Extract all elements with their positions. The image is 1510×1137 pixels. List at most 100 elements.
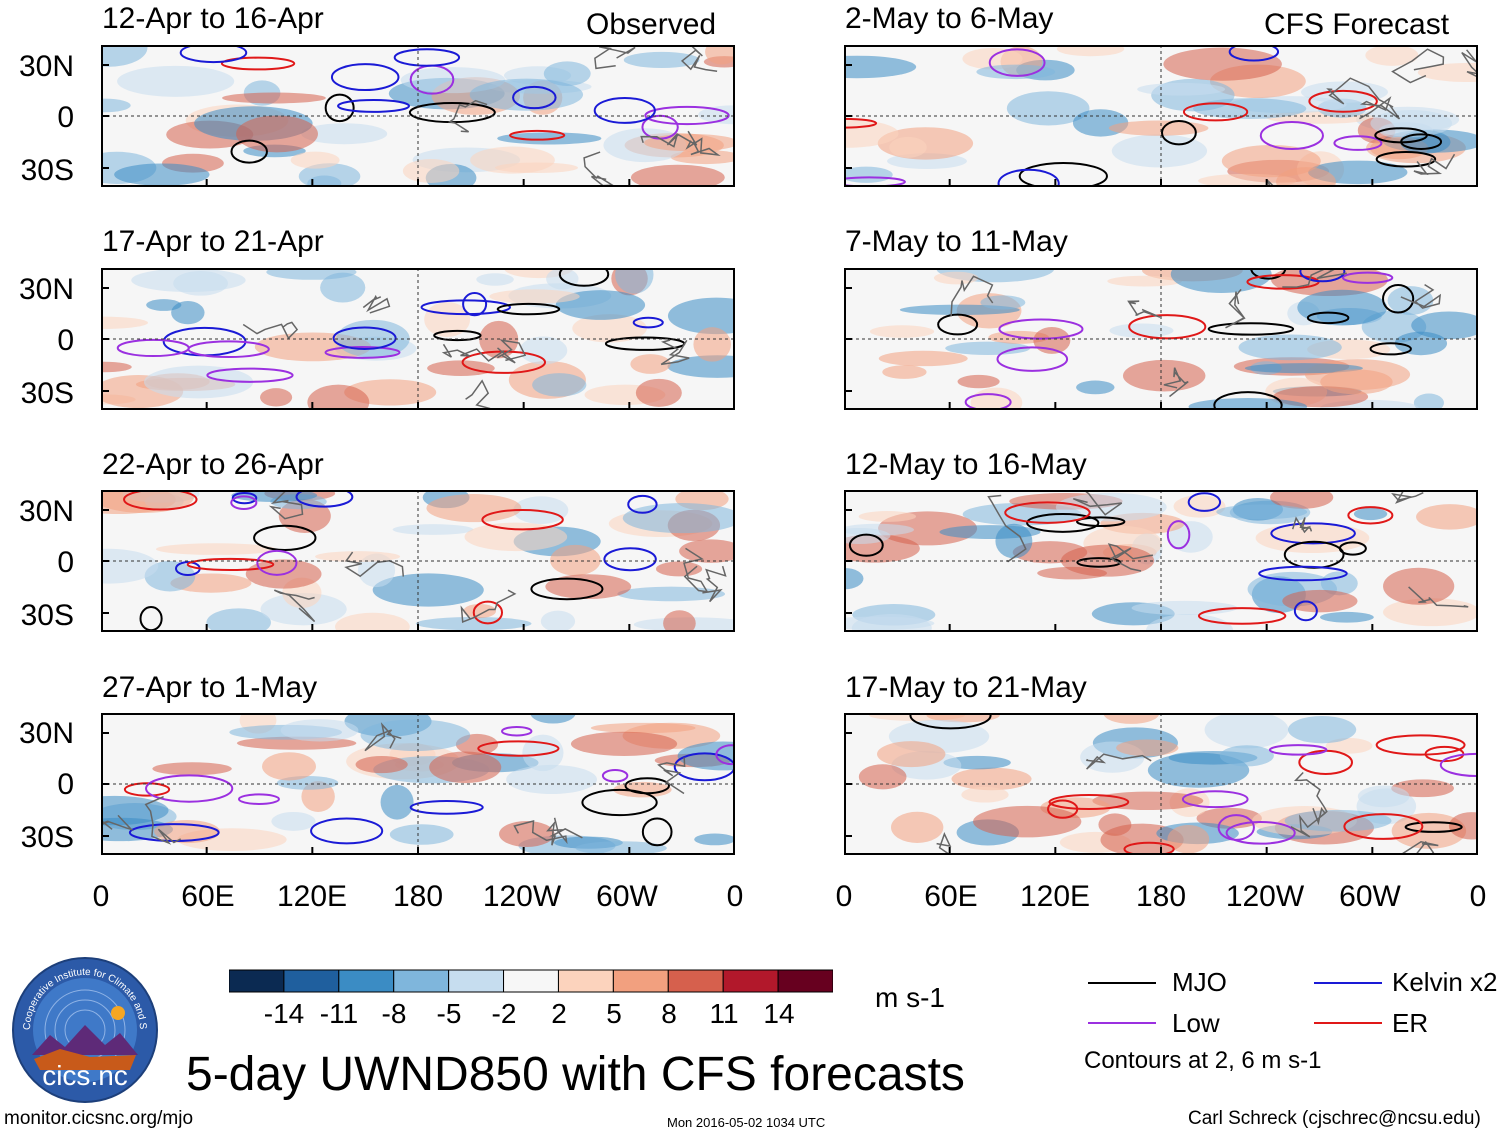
wind-anomaly-blob	[155, 543, 276, 555]
wind-anomaly-blob	[392, 524, 474, 535]
wind-anomaly-blob	[572, 314, 647, 343]
uwnd-map-observed-3	[101, 490, 735, 632]
wind-anomaly-blob	[389, 824, 454, 845]
filter-contour	[1076, 516, 1126, 528]
filter-contour	[324, 93, 355, 123]
lon-label: 0	[1469, 880, 1487, 913]
coastline	[936, 832, 952, 855]
wind-anomaly-blob	[522, 734, 564, 772]
wind-anomaly-blob	[530, 713, 576, 724]
wind-anomaly-blob	[479, 320, 519, 359]
wind-anomaly-blob	[933, 271, 979, 285]
panel-title-fc-1: 2-May to 6-May	[845, 2, 1054, 35]
lat-label-eq: 0	[57, 546, 74, 579]
lon-label: 180	[392, 880, 444, 913]
panel-title-fc-4: 17-May to 21-May	[845, 671, 1087, 704]
lon-label: 60E	[181, 880, 235, 913]
uwnd-map-observed-4	[101, 713, 735, 855]
wind-anomaly-blob	[1076, 380, 1115, 395]
wind-anomaly-blob	[667, 297, 735, 335]
filter-contour	[1343, 813, 1424, 840]
wind-anomaly-blob	[463, 603, 497, 619]
coastline	[1293, 771, 1328, 822]
wind-anomaly-blob	[290, 151, 340, 169]
wind-anomaly-blob	[101, 548, 159, 584]
coastline	[513, 817, 568, 845]
lon-label: 0	[92, 880, 110, 913]
coastline	[144, 796, 182, 845]
coastline	[1291, 516, 1313, 534]
panel-title-obs-2: 17-Apr to 21-Apr	[102, 225, 324, 258]
wind-anomaly-blob	[1173, 495, 1226, 518]
wind-anomaly-blob	[1319, 611, 1374, 623]
wind-anomaly-blob	[262, 752, 316, 781]
coastline	[441, 343, 505, 362]
filter-contour	[496, 302, 561, 316]
lat-label-30n: 30N	[18, 717, 74, 750]
wind-anomaly-blob	[575, 841, 667, 855]
filter-contour	[1338, 541, 1367, 556]
colorbar-label: 14	[763, 998, 795, 1029]
filter-contour	[601, 769, 629, 783]
wind-anomaly-blob	[506, 764, 597, 795]
wind-anomaly-blob	[1103, 713, 1160, 724]
coastline	[1391, 48, 1445, 84]
wind-anomaly-blob	[320, 272, 366, 303]
wind-anomaly-blob	[613, 781, 672, 798]
filter-contour	[1347, 506, 1394, 525]
wind-anomaly-blob	[1287, 716, 1357, 744]
filter-contour	[1128, 314, 1207, 340]
filter-contour	[1076, 557, 1122, 568]
filter-contour	[1207, 322, 1295, 336]
filter-contour	[1375, 151, 1437, 168]
coastline	[465, 379, 491, 410]
filter-contour	[477, 740, 560, 757]
wind-anomaly-blob	[961, 786, 1009, 803]
lat-label-30s: 30S	[20, 377, 74, 410]
wind-anomaly-blob	[550, 544, 601, 576]
coastline	[1326, 77, 1394, 108]
forecast-tag: CFS Forecast	[1264, 8, 1450, 41]
filter-contour	[1048, 794, 1130, 811]
filter-contour	[1228, 45, 1280, 62]
coastline	[1359, 96, 1401, 120]
logo-text: cics.nc	[42, 1060, 128, 1091]
wind-anomaly-blob	[402, 159, 460, 183]
filter-contour	[512, 85, 557, 110]
panel-title-obs-1: 12-Apr to 16-Apr	[102, 2, 324, 35]
filter-contour	[1258, 565, 1348, 582]
filter-contour	[295, 490, 354, 508]
wind-anomaly-blob	[307, 384, 370, 410]
wind-anomaly-blob	[101, 817, 173, 842]
footer-author: Carl Schreck (cjschrec@ncsu.edu)	[1188, 1108, 1481, 1129]
filter-contour	[186, 557, 275, 572]
coastline	[447, 99, 488, 133]
filter-contour	[253, 524, 317, 551]
wind-anomaly-blob	[1416, 504, 1478, 530]
filter-contour	[409, 799, 484, 815]
wind-anomaly-blob	[1116, 739, 1179, 757]
wind-anomaly-blob	[1216, 504, 1308, 520]
coastline	[1086, 753, 1152, 770]
filter-contour	[220, 56, 296, 71]
coastline	[1391, 490, 1424, 504]
wind-anomaly-blob	[980, 295, 1026, 310]
filter-contour	[206, 367, 294, 383]
wind-anomaly-blob	[693, 327, 731, 362]
filter-contour	[1382, 284, 1415, 314]
filter-contour	[1187, 492, 1222, 512]
wind-anomaly-blob	[1353, 507, 1388, 521]
wind-anomaly-blob	[101, 490, 194, 513]
wind-anomaly-blob	[266, 268, 357, 280]
wind-anomaly-blob	[858, 764, 907, 790]
wind-anomaly-blob	[679, 539, 735, 563]
wind-anomaly-blob	[152, 762, 232, 776]
filter-contour	[462, 292, 488, 317]
footer-url[interactable]: monitor.cicsnc.org/mjo	[4, 1108, 194, 1129]
coastline	[362, 294, 391, 314]
filter-contour	[230, 139, 268, 164]
filter-contour	[1299, 268, 1346, 283]
wind-anomaly-blob	[1320, 369, 1393, 395]
wind-anomaly-blob	[882, 365, 927, 379]
lat-label-eq: 0	[57, 101, 74, 134]
